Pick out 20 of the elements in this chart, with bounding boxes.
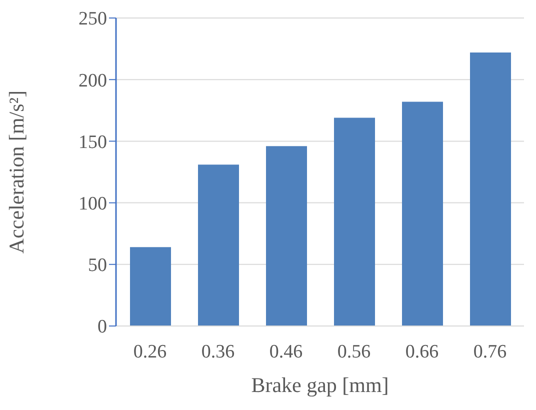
x-tick-label: 0.26 (133, 341, 167, 362)
bar (470, 52, 511, 326)
y-axis-title: Acceleration [m/s²] (4, 90, 28, 254)
bar (402, 102, 443, 326)
y-tick-label: 50 (88, 255, 107, 276)
bar (334, 118, 375, 326)
y-tick-label: 200 (78, 70, 107, 92)
y-tick-label: 150 (78, 132, 107, 153)
bar (130, 247, 171, 326)
y-tick-label: 0 (98, 316, 107, 338)
x-axis-title: Brake gap [mm] (251, 373, 389, 397)
bar (198, 164, 239, 326)
x-tick-label: 0.56 (337, 341, 371, 362)
y-tick-label: 250 (78, 8, 107, 30)
bar (266, 146, 307, 326)
x-tick-label: 0.36 (201, 341, 235, 362)
x-tick-label: 0.76 (473, 341, 507, 362)
y-tick-label: 100 (78, 194, 107, 215)
x-tick-label: 0.66 (405, 341, 439, 362)
x-tick-label: 0.46 (269, 341, 303, 362)
